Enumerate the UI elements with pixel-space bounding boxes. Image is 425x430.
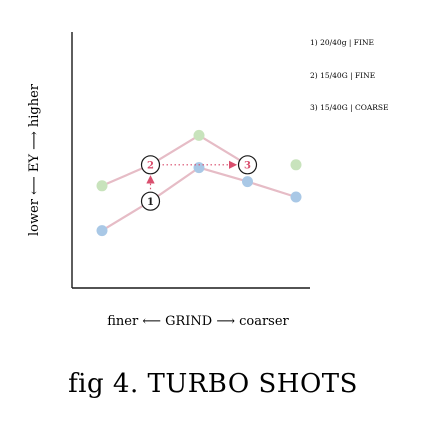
x-axis-label: finer ⟵ GRIND ⟶ coarser bbox=[107, 314, 289, 329]
series-line-2 bbox=[100, 134, 249, 187]
marker-circle-3 bbox=[237, 155, 258, 175]
data-point-2-3 bbox=[290, 159, 302, 171]
data-point-1-2 bbox=[193, 162, 205, 174]
marker-label-3: 3 bbox=[244, 161, 251, 172]
data-point-1-3 bbox=[242, 176, 253, 188]
legend-entry-1: 1) 20/40g | FINE bbox=[310, 38, 374, 47]
marker-circle-2 bbox=[140, 155, 161, 175]
legend-entry-2: 2) 15/40G | FINE bbox=[310, 71, 375, 80]
marker-label-2: 2 bbox=[147, 161, 154, 172]
annotation-arrows bbox=[146, 160, 238, 190]
data-point-1-4 bbox=[290, 191, 302, 203]
marker-label-1: 1 bbox=[147, 197, 154, 208]
y-axis-label: lower ⟵ EY ⟶ higher bbox=[27, 83, 42, 236]
series-line-3 bbox=[149, 166, 298, 203]
data-points bbox=[96, 129, 302, 237]
chart-title: fig 4. TURBO SHOTS bbox=[68, 369, 358, 399]
axes bbox=[71, 32, 310, 289]
data-point-2-2 bbox=[193, 129, 205, 141]
marker-circle-1 bbox=[140, 191, 161, 211]
data-point-1-1 bbox=[96, 225, 108, 237]
legend-entry-3: 3) 15/40G | COARSE bbox=[310, 103, 389, 112]
series-lines bbox=[100, 134, 298, 232]
data-point-2-1 bbox=[96, 180, 108, 192]
numbered-markers: 1 2 3 bbox=[140, 155, 258, 211]
legend: 1) 20/40g | FINE 2) 15/40G | FINE 3) 15/… bbox=[310, 38, 389, 112]
